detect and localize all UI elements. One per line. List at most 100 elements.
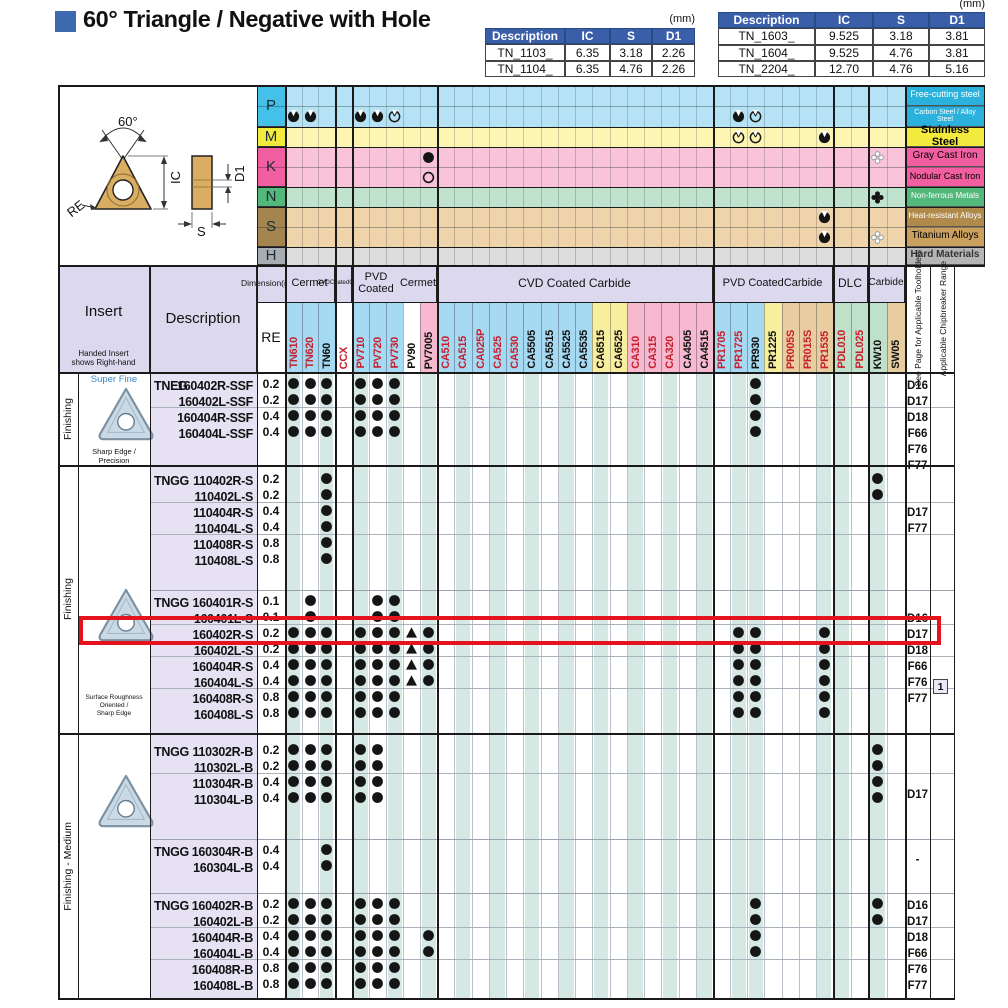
- material-mark-PV7005: [422, 151, 435, 164]
- grade-column-CA4515: CA4515: [695, 302, 713, 372]
- column-stripe-PR930: [748, 372, 763, 999]
- material-row-band: [285, 247, 905, 265]
- see-page-header-label: See Page for Applicable Toolholders: [912, 250, 923, 387]
- description-code: 110304R-B: [192, 776, 253, 791]
- grid-line: [540, 85, 542, 265]
- grid-line: [301, 372, 303, 999]
- re-value: 0.8: [262, 960, 280, 975]
- re-value: 0.4: [262, 673, 280, 688]
- dot-TN60: [320, 859, 333, 872]
- dot-PR930: [749, 945, 762, 958]
- dot-PV720: [371, 674, 384, 687]
- material-label-gray-cast-iron: Gray Cast Iron: [905, 147, 985, 167]
- svg-text:S: S: [197, 224, 206, 239]
- dot-KW10: [871, 897, 884, 910]
- dot-PV730: [388, 409, 401, 422]
- dot-TN620: [304, 977, 317, 990]
- grid-line: [575, 372, 576, 999]
- material-mark-PR930: [749, 110, 762, 123]
- grade-group-cvd-coated-carbide: CVD Coated Carbide: [437, 265, 713, 302]
- page-code-text: D17: [906, 789, 929, 802]
- dot-PR930: [749, 674, 762, 687]
- dot-TN610: [287, 977, 300, 990]
- dot-KW10: [871, 759, 884, 772]
- grade-column-CA6525: CA6525: [609, 302, 627, 372]
- chipbreaker-range-box: 1: [933, 679, 948, 695]
- grid-line: [403, 85, 404, 265]
- dot-PV720: [371, 897, 384, 910]
- dot-TN610: [287, 425, 300, 438]
- svg-text:IC: IC: [168, 171, 183, 184]
- re-value: 0.8: [262, 976, 280, 991]
- description-prefix: TNGG: [154, 594, 194, 610]
- grade-column-PR005S: PR005S: [781, 302, 799, 372]
- dot-TN610: [287, 791, 300, 804]
- grid-line: [257, 187, 985, 189]
- dot-PR1725: [732, 642, 745, 655]
- dot-TN610: [287, 929, 300, 942]
- grid-line: [403, 372, 404, 999]
- grid-line: [523, 372, 525, 999]
- grade-column-label: PR1705: [716, 331, 729, 369]
- grade-column-label: TN610: [287, 337, 300, 369]
- insert-image-0: [95, 385, 157, 443]
- page-code-text: D17: [906, 396, 929, 408]
- page-code: D18: [905, 928, 930, 944]
- grid-line: [747, 372, 749, 999]
- grade-column-CA6515: CA6515: [592, 302, 610, 372]
- grade-column-label: CA6515: [595, 330, 608, 369]
- dot-TN620: [304, 791, 317, 804]
- description-code: 160404L-B: [193, 946, 253, 961]
- description-code: 160402L-B: [193, 914, 253, 929]
- dot-PR1535: [818, 674, 831, 687]
- dot-TN610: [287, 775, 300, 788]
- re-value: 0.4: [262, 858, 280, 873]
- row-160404L-B: 160404L-B: [170, 945, 253, 961]
- dot-TN60: [320, 690, 333, 703]
- description-code: 160404R-B: [191, 930, 254, 945]
- material-mark-KW10: [870, 230, 884, 244]
- grade-column-CA5515: CA5515: [540, 302, 558, 372]
- material-class-H: H: [257, 247, 285, 265]
- insert-column-header: Insert Handed Insert shows Right-hand: [58, 265, 150, 372]
- dimension-header: Dimension(mm): [241, 265, 301, 302]
- triangle-PV90: [405, 626, 418, 639]
- grid-line: [592, 85, 594, 265]
- dot-PV7005: [422, 945, 435, 958]
- re-value: 0.4: [262, 928, 280, 943]
- dot-PV720: [371, 913, 384, 926]
- material-row-band: [285, 85, 905, 106]
- grade-column-label: PR1535: [818, 331, 831, 369]
- description-prefix-text: TNGG: [154, 898, 189, 913]
- description-code: 110304L-B: [193, 792, 253, 807]
- dot-PV710: [354, 897, 367, 910]
- dot-PV720: [371, 775, 384, 788]
- block-separator: [150, 590, 955, 591]
- dot-PV720: [371, 977, 384, 990]
- dot-KW10: [871, 743, 884, 756]
- dim-col-header-Description: Description: [718, 12, 815, 29]
- row-110404L-S: 110404L-S: [170, 520, 254, 536]
- material-label-free-cutting-steel: Free-cutting steel: [905, 85, 985, 106]
- pair-line: [150, 773, 955, 774]
- page-code-text: F76: [907, 444, 928, 456]
- grid-line: [644, 85, 645, 265]
- grade-column-CA5525: CA5525: [557, 302, 575, 372]
- grade-column-CA525: CA525: [488, 302, 506, 372]
- page-code-text: D16: [906, 380, 929, 392]
- dot-PV710: [354, 409, 367, 422]
- page-code-text: D18: [906, 645, 929, 657]
- dot-TN620: [304, 674, 317, 687]
- frame-line: [905, 85, 907, 999]
- grade-group-cvd-coated-cermet: CVDCoatedCermet: [317, 265, 369, 302]
- dot-PR930: [749, 642, 762, 655]
- grade-column-label: PV90: [406, 343, 418, 369]
- dot-PV710: [354, 759, 367, 772]
- dot-TN620: [304, 897, 317, 910]
- grade-column-label: TN60: [321, 343, 334, 369]
- description-code: 160404L-S: [193, 675, 253, 690]
- material-mark-KW10: [870, 150, 884, 164]
- re-value: 0.8: [262, 535, 280, 550]
- grade-column-label: CA025P: [474, 329, 487, 369]
- dot-PV720: [371, 961, 384, 974]
